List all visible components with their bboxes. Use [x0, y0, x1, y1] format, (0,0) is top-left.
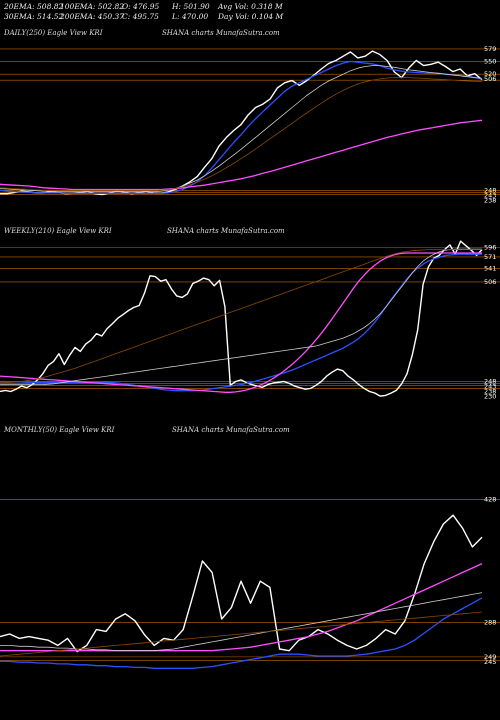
- daily-series-line: [0, 77, 483, 192]
- weekly-tick-label: 596: [484, 243, 496, 251]
- weekly-tick-label: 541: [484, 264, 496, 272]
- close-stat: C: 495.75: [122, 12, 159, 21]
- weekly-series-line: [0, 249, 482, 384]
- ema30-stat: 30EMA: 514.52: [4, 12, 64, 21]
- weekly-tick-label: 243: [484, 382, 496, 390]
- weekly-tick-label: 248: [484, 377, 496, 385]
- ema200-stat: 200EMA: 450.37: [60, 12, 125, 21]
- monthly-series-line: [0, 592, 483, 652]
- monthly-tick-label: 245: [484, 658, 496, 666]
- daily-tick-label: 520: [484, 70, 496, 78]
- weekly-series-line: [0, 252, 482, 393]
- daily-tick-label: 579: [484, 45, 496, 53]
- monthly-series-line: [0, 597, 483, 669]
- weekly-tick-label: 230: [484, 392, 496, 400]
- low-stat: L: 470.00: [172, 12, 209, 21]
- ema20-stat: 20EMA: 508.82: [4, 2, 64, 11]
- ema100-stat: 100EMA: 502.82: [60, 2, 125, 11]
- weekly-tick-label: 238: [484, 387, 496, 395]
- weekly-panel-source: SHANA charts MunafaSutra.com: [167, 227, 285, 235]
- weekly-series-line: [0, 253, 482, 392]
- open-stat: O: 476.95: [122, 2, 160, 11]
- daily-tick-label: 550: [484, 57, 496, 65]
- avg-vol-stat: Avg Vol: 0.318 M: [218, 2, 283, 11]
- high-stat: H: 501.90: [172, 2, 210, 11]
- monthly-panel-label: MONTHLY(50) Eagle View KRI: [4, 426, 115, 434]
- monthly-series-line: [0, 611, 483, 657]
- weekly-panel-label: WEEKLY(210) Eagle View KRI: [4, 227, 112, 235]
- daily-tick-label: 506: [484, 75, 496, 83]
- daily-panel-label: DAILY(250) Eagle View KRI: [4, 29, 103, 37]
- daily-series-line: [0, 60, 483, 194]
- daily-series-line: [0, 119, 483, 191]
- monthly-panel-source: SHANA charts MunafaSutra.com: [172, 426, 290, 434]
- daily-panel-source: SHANA charts MunafaSutra.com: [162, 29, 280, 37]
- weekly-tick-label: 506: [484, 278, 496, 286]
- daily-tick-label: 238: [484, 196, 496, 204]
- daily-tick-label: 248: [484, 186, 496, 194]
- stats-header: 20EMA: 508.82 30EMA: 514.52 100EMA: 502.…: [4, 2, 304, 22]
- day-vol-stat: Day Vol: 0.104 M: [218, 12, 284, 21]
- weekly-series-line: [0, 240, 483, 397]
- monthly-series-line: [0, 563, 483, 652]
- daily-tick-label: 243: [484, 191, 496, 199]
- daily-series-line: [0, 65, 483, 193]
- monthly-tick-label: 288: [484, 619, 496, 627]
- monthly-series-line: [0, 514, 483, 653]
- weekly-series-line: [0, 248, 482, 386]
- weekly-tick-label: 571: [484, 253, 496, 261]
- monthly-tick-label: 428: [484, 495, 496, 503]
- monthly-tick-label: 249: [484, 653, 496, 661]
